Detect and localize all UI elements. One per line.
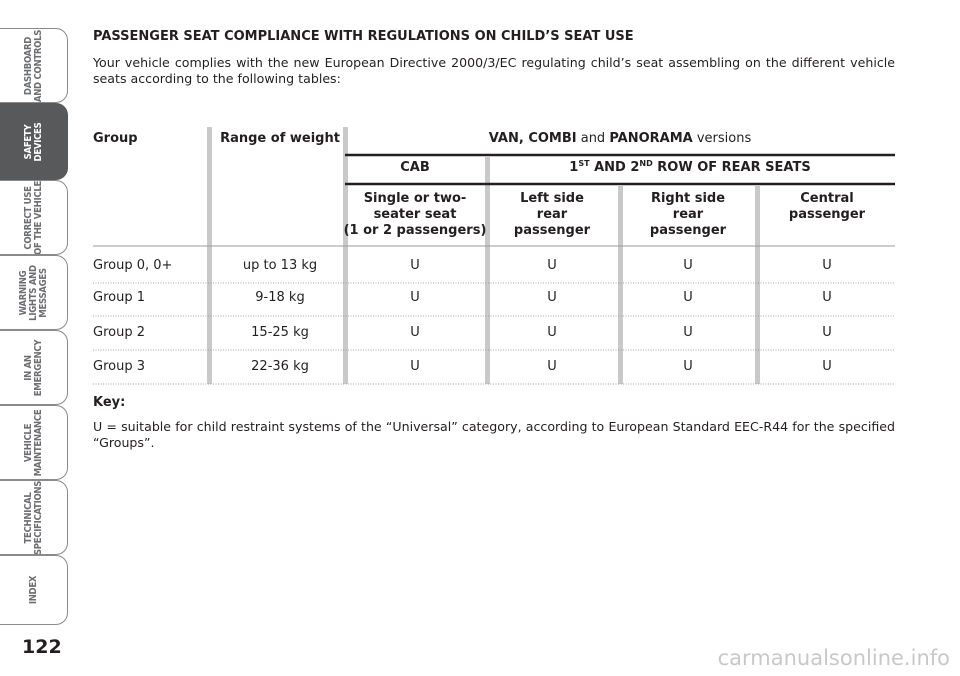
table-cell: U bbox=[547, 258, 557, 273]
tab-label-line: DASHBOARD bbox=[22, 36, 34, 95]
table-cell: up to 13 kg bbox=[242, 258, 318, 273]
versions-header: VAN, COMBI and PANORAMA versions bbox=[489, 131, 752, 147]
tab-label-line: TECHNICAL bbox=[22, 491, 34, 544]
rear-header-part: 1 bbox=[569, 160, 579, 175]
seat-header-line: rear bbox=[672, 207, 704, 222]
table-cell: U bbox=[683, 290, 693, 305]
sidebar-tab: TECHNICAL SPECIFICATIONS bbox=[0, 480, 68, 555]
table-cell: U bbox=[683, 359, 693, 374]
seat-header-line: (1 or 2 passengers) bbox=[343, 223, 487, 238]
heading: PASSENGER SEAT COMPLIANCE WITH REGULATIO… bbox=[93, 29, 634, 44]
column-divider bbox=[207, 127, 212, 384]
table-cell: U bbox=[547, 325, 557, 340]
seat-header: Central passenger bbox=[789, 191, 865, 223]
row-group: Group 1 bbox=[93, 290, 145, 305]
seat-header-line: passenger bbox=[788, 207, 866, 222]
tab-label-line: LIGHTS AND bbox=[27, 264, 39, 321]
sidebar-tab: VEHICLE MAINTENANCE bbox=[0, 405, 68, 480]
tab-label-line: MESSAGES bbox=[37, 267, 49, 318]
tab-label: DASHBOARD AND CONTROLS bbox=[22, 29, 44, 102]
tab-label: TECHNICAL SPECIFICATIONS bbox=[22, 480, 44, 555]
tab-label-line: EMERGENCY bbox=[32, 339, 44, 396]
seat-header-line: passenger bbox=[513, 223, 591, 238]
key-text: U = suitable for child restraint systems… bbox=[93, 419, 895, 450]
table-cell: U bbox=[683, 325, 693, 340]
tab-label-line: OF THE VEHICLE bbox=[32, 180, 44, 255]
tab-label-line: DEVICES bbox=[32, 122, 44, 161]
tab-label: WARNING LIGHTS AND MESSAGES bbox=[17, 264, 49, 321]
tab-label-line: SAFETY bbox=[22, 124, 34, 159]
seat-header-line: rear bbox=[536, 207, 568, 222]
cab-header: CAB bbox=[400, 160, 430, 175]
seat-header-line: seater seat bbox=[373, 207, 457, 222]
rear-header-part: ND bbox=[639, 159, 653, 168]
seat-header-line: passenger bbox=[649, 223, 727, 238]
table-cell: U bbox=[822, 325, 832, 340]
versions-header-part: VAN, COMBI bbox=[488, 131, 577, 146]
versions-header-part: versions bbox=[692, 131, 752, 146]
column-divider bbox=[755, 186, 760, 384]
table-cell: U bbox=[822, 359, 832, 374]
table-cell: U bbox=[410, 290, 420, 305]
weight-header: Range of weight bbox=[220, 131, 340, 146]
tab-label-line: INDEX bbox=[27, 575, 39, 605]
seat-header-line: Single or two- bbox=[363, 191, 467, 206]
versions-header-part: and bbox=[576, 131, 610, 146]
seat-header: Single or two-seater seat (1 or 2 passeng… bbox=[344, 191, 487, 239]
table-cell: U bbox=[822, 258, 832, 273]
column-divider bbox=[485, 157, 490, 384]
tab-label: IN AN EMERGENCY bbox=[22, 339, 44, 396]
sidebar-tab: CORRECT USE OF THE VEHICLE bbox=[0, 180, 68, 255]
tab-label: CORRECT USE OF THE VEHICLE bbox=[22, 180, 44, 255]
table-cell: U bbox=[683, 258, 693, 273]
sidebar-tab: INDEX bbox=[0, 555, 68, 625]
sidebar-tab: WARNING LIGHTS AND MESSAGES bbox=[0, 255, 68, 330]
seat-header: Right side rear passenger bbox=[650, 191, 726, 239]
seat-header-line: Left side bbox=[520, 191, 584, 206]
tab-label: SAFETY DEVICES bbox=[22, 122, 44, 161]
row-group: Group 0, 0+ bbox=[93, 258, 173, 273]
seat-header-line: Central bbox=[800, 191, 854, 206]
rear-header-part: ROW OF REAR SEATS bbox=[652, 160, 811, 175]
tab-label-line: MAINTENANCE bbox=[32, 409, 44, 476]
versions-header-part: PANORAMA bbox=[609, 131, 693, 146]
row-group: Group 2 bbox=[93, 325, 145, 340]
intro: Your vehicle complies with the new Europ… bbox=[93, 55, 895, 86]
table-cell: U bbox=[822, 290, 832, 305]
table-cell: 22-36 kg bbox=[251, 359, 309, 374]
rear-header: 1ST AND 2ND ROW OF REAR SEATS bbox=[569, 160, 810, 176]
tab-label-line: WARNING bbox=[17, 270, 29, 315]
table-cell: U bbox=[547, 359, 557, 374]
tab-label-line: IN AN bbox=[22, 354, 34, 381]
group-header: Group bbox=[93, 131, 138, 146]
tab-label: VEHICLE MAINTENANCE bbox=[22, 409, 44, 476]
sidebar-tab: IN AN EMERGENCY bbox=[0, 330, 68, 405]
page-number: 122 bbox=[22, 636, 62, 658]
tab-label-line: SPECIFICATIONS bbox=[32, 480, 44, 555]
watermark: carmanualsonline.info bbox=[717, 646, 950, 670]
row-group: Group 3 bbox=[93, 359, 145, 374]
tab-label: INDEX bbox=[27, 575, 39, 605]
sidebar-tab: DASHBOARD AND CONTROLS bbox=[0, 28, 68, 103]
table-cell: U bbox=[410, 325, 420, 340]
rear-header-part: AND 2 bbox=[589, 160, 640, 175]
table-cell: U bbox=[410, 359, 420, 374]
seat-header-line: Right side bbox=[650, 191, 726, 206]
sidebar-tab: SAFETY DEVICES bbox=[0, 103, 68, 180]
column-divider bbox=[618, 186, 623, 384]
tab-label-line: CORRECT USE bbox=[22, 185, 34, 250]
tab-label-line: AND CONTROLS bbox=[32, 29, 44, 102]
key-title: Key: bbox=[93, 395, 126, 410]
rear-header-part: ST bbox=[578, 159, 590, 168]
table-cell: U bbox=[410, 258, 420, 273]
table-cell: U bbox=[547, 290, 557, 305]
tab-label-line: VEHICLE bbox=[22, 423, 34, 462]
table-cell: 9-18 kg bbox=[255, 290, 305, 305]
column-divider bbox=[343, 127, 348, 384]
seat-header: Left side rear passenger bbox=[514, 191, 590, 239]
table-cell: 15-25 kg bbox=[251, 325, 309, 340]
